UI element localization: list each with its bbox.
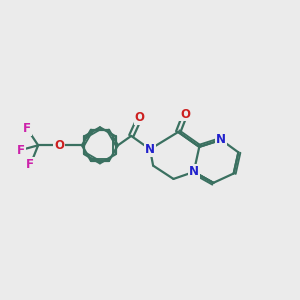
Text: O: O: [180, 107, 190, 121]
Text: F: F: [23, 122, 31, 135]
Text: N: N: [145, 143, 155, 156]
Text: O: O: [54, 139, 64, 152]
Text: N: N: [216, 133, 226, 146]
Text: N: N: [189, 165, 199, 178]
Text: O: O: [135, 111, 145, 124]
Text: F: F: [26, 158, 34, 171]
Text: F: F: [17, 143, 25, 157]
